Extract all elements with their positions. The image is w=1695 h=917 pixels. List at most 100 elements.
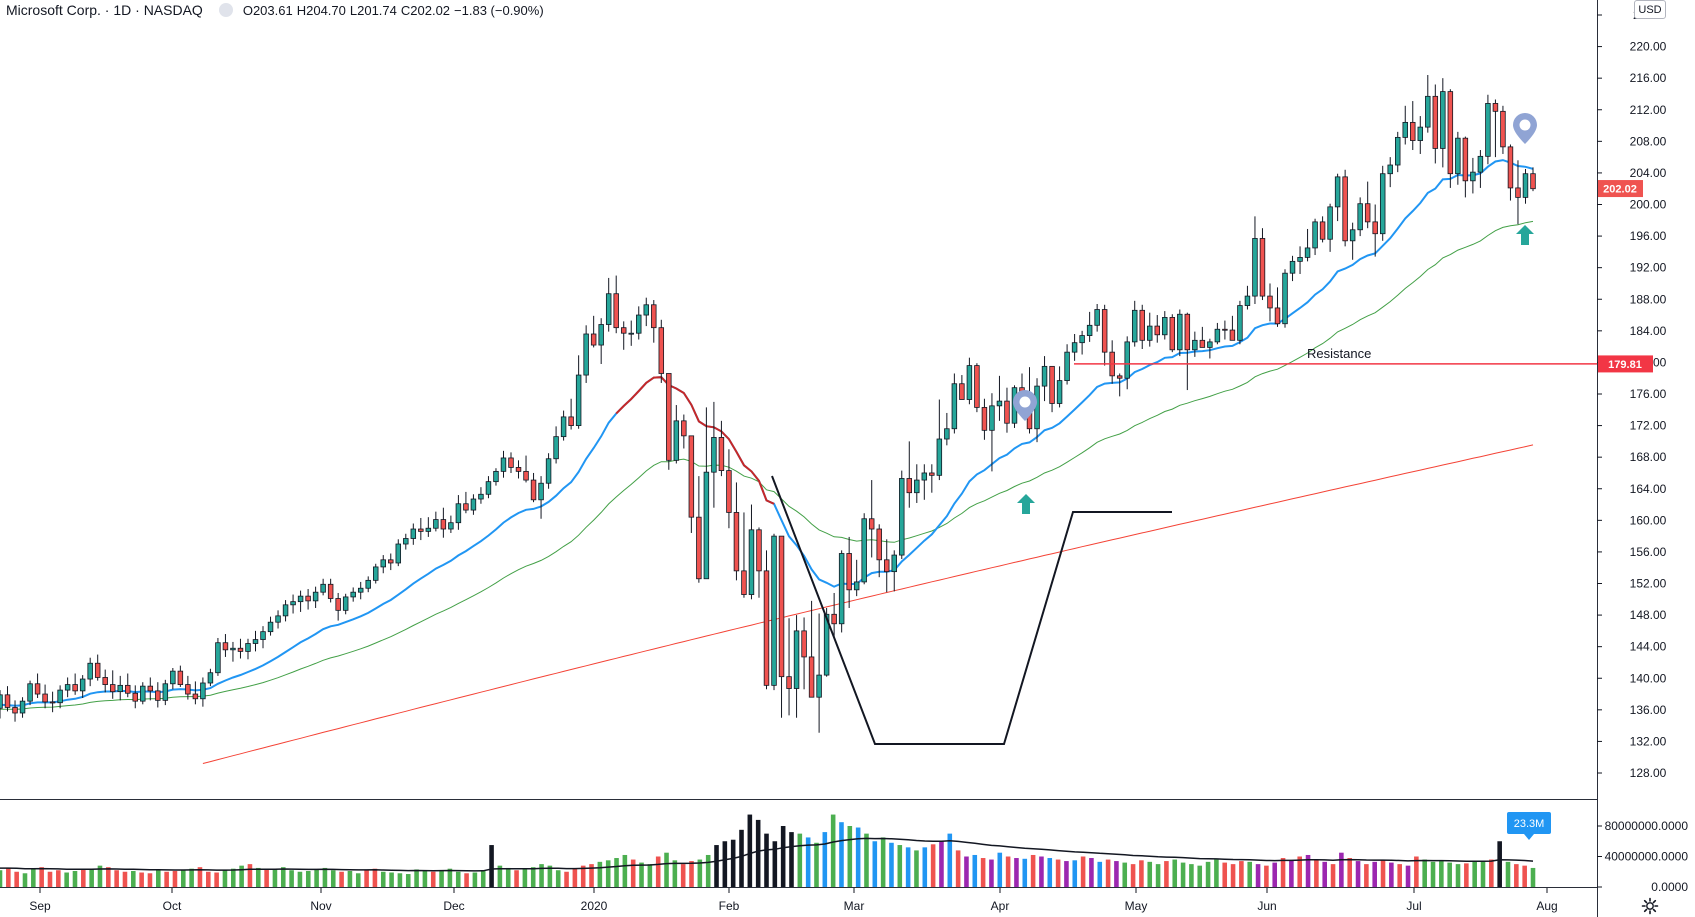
volume-bar	[1489, 859, 1494, 887]
volume-bar	[722, 841, 728, 887]
volume-bar	[1364, 864, 1369, 887]
map-pin-icon[interactable]	[1513, 113, 1537, 144]
map-pin-icon[interactable]	[1013, 390, 1037, 421]
candle	[1139, 304, 1145, 349]
volume-bar	[455, 871, 461, 887]
candle	[1462, 136, 1469, 198]
price-tick-label: 172.00	[1630, 419, 1667, 433]
volume-bar	[972, 854, 978, 887]
volume-bar	[589, 864, 594, 887]
price-tick-label: 148.00	[1630, 608, 1667, 622]
volume-bars	[0, 814, 1536, 887]
volume-bar	[147, 873, 153, 887]
volume-bar	[905, 847, 911, 887]
volume-bar	[1480, 861, 1486, 887]
currency-button[interactable]: USD	[1634, 0, 1666, 19]
volume-bar	[230, 868, 236, 887]
candle	[102, 669, 108, 693]
volume-bar	[705, 854, 711, 887]
price-tick-label: 216.00	[1630, 71, 1667, 85]
price-tick-label: 152.00	[1630, 577, 1667, 591]
candle	[1214, 322, 1221, 345]
candle	[0, 690, 3, 719]
volume-badge: 23.3M	[1507, 812, 1551, 840]
time-tick-label: Sep	[29, 899, 51, 913]
candle	[914, 464, 920, 503]
volume-bar	[697, 859, 703, 887]
candle	[1124, 336, 1130, 390]
candle	[1387, 157, 1393, 188]
volume-bar	[1139, 860, 1144, 887]
volume-bar	[181, 870, 186, 887]
candle	[1410, 101, 1416, 151]
volume-axis[interactable]: 0.0000 40000000.0000 80000000.0000	[1597, 819, 1688, 894]
candle	[771, 533, 777, 691]
candle	[1192, 331, 1198, 357]
volume-bar	[564, 871, 569, 887]
gear-icon[interactable]	[1640, 896, 1660, 916]
volume-bar	[639, 862, 644, 887]
candle	[1425, 75, 1431, 133]
candle	[876, 524, 882, 578]
visibility-eye-icon[interactable]	[218, 3, 233, 17]
volume-bar	[131, 870, 136, 887]
price-tick-label: 136.00	[1630, 703, 1667, 717]
volume-bar	[1414, 856, 1419, 887]
candle	[320, 578, 326, 596]
cup-pattern-drawing[interactable]	[771, 475, 1172, 745]
volume-tick-label: 40000000.0000	[1605, 850, 1689, 864]
arrow-up-icon[interactable]	[1017, 494, 1035, 514]
arrow-up-icon[interactable]	[1516, 225, 1534, 245]
volume-bar	[1105, 859, 1111, 887]
candle	[838, 550, 845, 633]
volume-bar	[864, 833, 869, 887]
time-tick-label: Jun	[1257, 899, 1276, 913]
volume-bar	[164, 871, 169, 887]
candle	[260, 626, 266, 649]
time-tick-label: Nov	[310, 899, 331, 913]
symbol-title[interactable]: Microsoft Corp. · 1D · NASDAQ	[6, 2, 203, 18]
candle	[1357, 197, 1363, 237]
volume-bar	[1405, 865, 1411, 887]
candle	[463, 491, 469, 514]
volume-bar	[1297, 856, 1303, 887]
candle	[1507, 144, 1514, 201]
price-tick-label: 184.00	[1630, 324, 1667, 338]
candle	[493, 468, 499, 486]
volume-bar	[1455, 864, 1461, 887]
candle	[620, 321, 627, 350]
candle	[4, 686, 11, 712]
candle	[455, 495, 462, 530]
candle	[1402, 105, 1408, 145]
candle	[1289, 255, 1296, 282]
candle	[868, 480, 875, 558]
volume-bar	[1347, 858, 1352, 887]
candle	[1334, 173, 1341, 222]
candle	[297, 590, 304, 612]
volume-bar	[264, 869, 269, 887]
candlesticks	[0, 75, 1536, 733]
volume-bar	[1514, 864, 1519, 887]
time-axis[interactable]: Sep Oct Nov Dec 2020 Feb Mar Apr May Jun Jul Aug	[29, 888, 1558, 913]
candle	[79, 675, 86, 698]
candle	[215, 637, 221, 676]
price-tick-label: 176.00	[1630, 387, 1667, 401]
volume-bar	[255, 867, 261, 887]
candle	[162, 679, 169, 706]
price-axis[interactable]: 128.00 132.00 136.00 140.00 144.00 148.00 152.…	[1597, 8, 1667, 780]
volume-bar	[989, 859, 994, 887]
candle	[230, 641, 236, 662]
candle	[1049, 365, 1055, 413]
candle	[1086, 311, 1093, 342]
volume-bar	[305, 870, 311, 887]
candle	[109, 670, 116, 699]
candle	[989, 393, 995, 472]
volume-bar	[1339, 852, 1344, 887]
volume-bar	[322, 867, 328, 887]
candle	[125, 673, 131, 698]
candle	[335, 592, 341, 621]
volume-bar	[314, 869, 319, 887]
candle	[290, 594, 296, 614]
